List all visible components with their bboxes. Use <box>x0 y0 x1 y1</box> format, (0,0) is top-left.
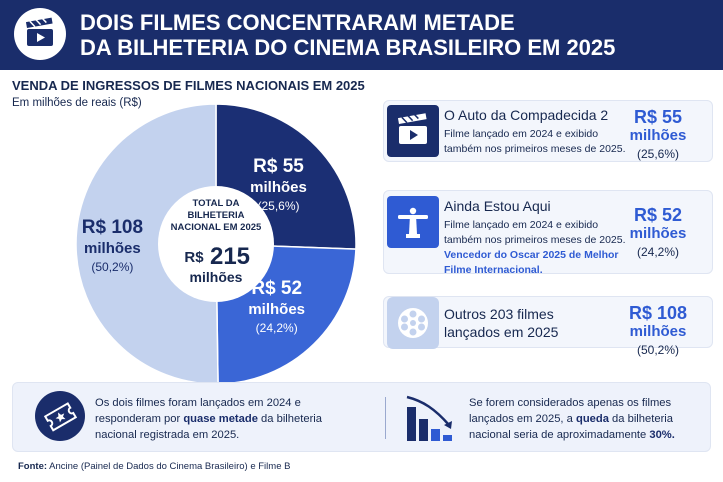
center-total-unit: milhões <box>190 269 243 285</box>
card-film-name: Outros 203 filmes lançados em 2025 <box>444 306 559 340</box>
slice-label-unit: milhões <box>248 301 305 318</box>
center-total-value: 215 <box>210 243 250 270</box>
source-text: Ancine (Painel de Dados do Cinema Brasil… <box>47 461 291 472</box>
film-card-outros: Outros 203 filmes lançados em 2025 R$ 10… <box>383 296 713 357</box>
card-percent: (50,2%) <box>636 343 680 357</box>
source-label: Fonte: <box>18 461 48 472</box>
card-unit: milhões <box>629 323 687 340</box>
card-percent: (24,2%) <box>636 245 680 259</box>
chart-title: VENDA DE INGRESSOS DE FILMES NACIONAIS E… <box>12 78 365 93</box>
declining-bars-icon <box>406 395 452 441</box>
card-icon-box <box>387 196 439 248</box>
card-film-value: R$ 108 milhões (50,2%) <box>618 303 698 359</box>
slice-label-percent: (24,2%) <box>256 321 298 335</box>
card-amount: R$ 52 <box>633 205 683 225</box>
page-title-line-2: DA BILHETERIA DO CINEMA BRASILEIRO EM 20… <box>80 35 616 60</box>
summary-right-highlight-queda: queda <box>575 413 609 425</box>
card-film-value: R$ 55 milhões (25,6%) <box>618 107 698 163</box>
pie-slice <box>75 103 219 385</box>
summary-left-post: da bilheteria nacional registrada em 202… <box>95 413 322 441</box>
center-total-caption: NACIONAL EM 2025 <box>171 222 262 233</box>
film-reel-icon <box>398 308 428 338</box>
card-icon-box <box>387 297 439 349</box>
card-amount: R$ 55 <box>633 107 683 127</box>
ticket-icon-badge <box>35 391 85 441</box>
page-title-line-1: DOIS FILMES CONCENTRARAM METADE <box>80 10 515 35</box>
center-total-caption: BILHETERIA <box>188 210 245 221</box>
slice-label-amount: R$ 108 <box>82 217 143 238</box>
page-title: DOIS FILMES CONCENTRARAM METADE DA BILHE… <box>80 10 710 60</box>
summary-divider <box>385 397 386 439</box>
slice-label-amount: R$ 55 <box>253 156 304 177</box>
card-film-description: Filme lançado em 2024 e exibido também n… <box>444 128 626 155</box>
card-film-award-note: Vencedor do Oscar 2025 de Melhor Filme I… <box>444 249 619 276</box>
summary-text-left: Os dois filmes foram lançados em 2024 e … <box>95 395 365 443</box>
card-unit: milhões <box>629 127 687 144</box>
header-logo <box>14 8 66 60</box>
christ-statue-icon <box>398 207 428 238</box>
summary-box: Os dois filmes foram lançados em 2024 e … <box>12 382 711 452</box>
film-card-ainda-estou-aqui: Ainda Estou Aqui Filme lançado em 2024 e… <box>383 190 713 276</box>
card-unit: milhões <box>629 225 687 242</box>
card-icon-box <box>387 105 439 157</box>
clapperboard-icon <box>25 16 53 46</box>
slice-label-unit: milhões <box>84 240 141 257</box>
summary-right-highlight-pct: 30%. <box>649 429 675 441</box>
card-percent: (25,6%) <box>636 147 680 161</box>
film-card-compadecida: O Auto da Compadecida 2 Filme lançado em… <box>383 100 713 162</box>
summary-left-highlight: quase metade <box>183 413 258 425</box>
card-film-name: Ainda Estou Aqui <box>444 198 551 214</box>
slice-label-percent: (25,6%) <box>257 199 299 213</box>
clapperboard-icon <box>397 112 427 144</box>
summary-right-mid: da bilheteria nacional seria de aproxima… <box>469 413 673 441</box>
summary-left-pre: Os dois filmes foram lançados em 2024 e … <box>95 397 301 425</box>
summary-right-pre: Se forem considerados apenas os filmes l… <box>469 397 672 425</box>
card-amount: R$ 108 <box>628 303 688 323</box>
summary-text-right: Se forem considerados apenas os filmes l… <box>469 395 709 443</box>
center-total-caption: TOTAL DA <box>193 198 240 209</box>
slice-label-unit: milhões <box>250 179 307 196</box>
pie-center-hole <box>158 186 274 302</box>
source-note: Fonte: Ancine (Painel de Dados do Cinema… <box>18 461 290 472</box>
slice-label-amount: R$ 52 <box>251 278 302 299</box>
chart-subtitle: Em milhões de reais (R$) <box>12 97 142 109</box>
slice-label-percent: (50,2%) <box>91 260 133 274</box>
header-banner: DOIS FILMES CONCENTRARAM METADE DA BILHE… <box>0 0 723 70</box>
card-film-name: O Auto da Compadecida 2 <box>444 107 609 123</box>
card-film-description: Filme lançado em 2024 e exibido também n… <box>444 219 626 246</box>
ticket-icon <box>43 402 78 432</box>
card-film-value: R$ 52 milhões (24,2%) <box>618 205 698 261</box>
center-total-currency: R$ <box>184 249 204 266</box>
